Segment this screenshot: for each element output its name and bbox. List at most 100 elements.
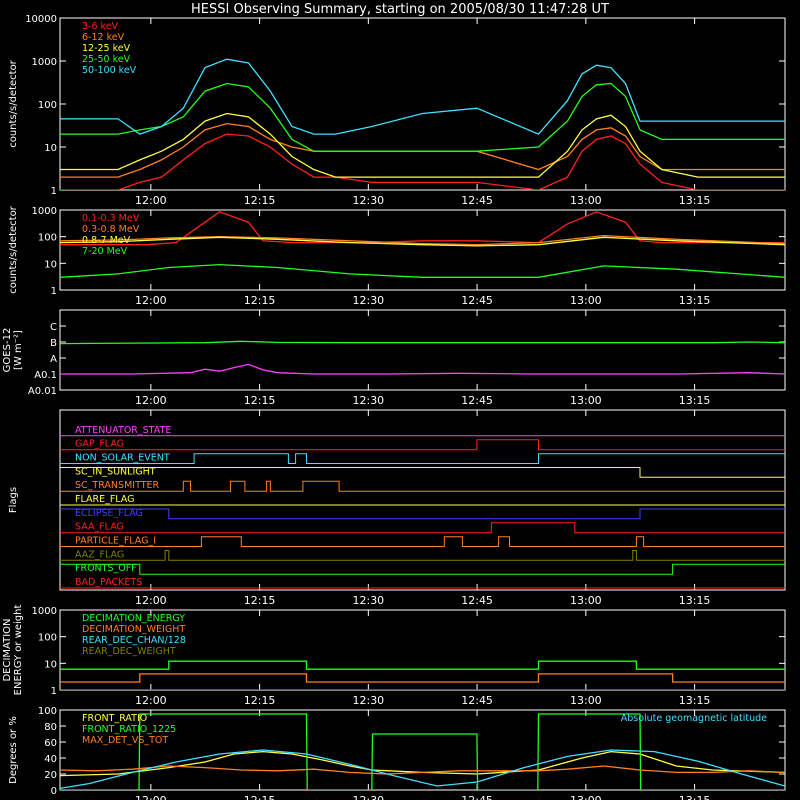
- panel-flags-x-tick-label: 12:30: [352, 594, 384, 607]
- panel-hxr: 12:00 12:15 12:30 12:45 13:00 13:15 1 10 100 1000…: [8, 14, 786, 207]
- flag-label-attenuator-state: ATTENUATOR_STATE: [75, 425, 171, 436]
- legend-decimation-rear-dec-chan-128: REAR_DEC_CHAN/128: [82, 635, 186, 646]
- series-goes-goes-short: [60, 363, 785, 375]
- flag-line-sc-in-sunlight: [60, 467, 785, 478]
- series-ratio-front-ratio-1225: [60, 713, 785, 790]
- panel-goes: 12:00 12:15 12:30 12:45 13:00 13:15 A0.01 A0.1 A…: [2, 309, 786, 407]
- panel-gamma-x-tick-label: 13:00: [570, 294, 602, 307]
- flag-line-gap-flag: [60, 439, 785, 451]
- flag-label-sc-transmitter: SC_TRANSMITTER: [75, 480, 160, 491]
- panel-gamma-y-tick-label: 1: [51, 286, 57, 297]
- series-ratio-geomagnetic-latitude: [60, 749, 785, 790]
- panel-flags-y-label: Flags: [8, 487, 19, 513]
- panel-goes-y-tick-label: A: [50, 354, 57, 365]
- panel-ratio-lines: [60, 713, 785, 790]
- panel-ratio-x-tick-label: 12:30: [352, 794, 384, 800]
- panel-ratio-frame: [59, 709, 786, 791]
- panel-decimation-y-tick-label: 1000: [32, 606, 57, 617]
- legend-hxr-50-100-kev: 50-100 keV: [82, 65, 137, 76]
- panel-flags-x-tick-label: 12:00: [135, 594, 167, 607]
- panel-decimation-x-tick-label: 12:45: [461, 694, 493, 707]
- panel-hxr-x-tick-label: 12:45: [461, 194, 493, 207]
- panel-flags-x-tick-label: 13:15: [679, 594, 711, 607]
- panel-ratio-x-tick-label: 12:45: [461, 794, 493, 800]
- panel-hxr-y-tick-label: 100: [38, 100, 57, 111]
- panel-gamma-y-tick-label: 1000: [32, 206, 57, 217]
- panel-goes-lines: [60, 340, 785, 375]
- flag-label-eclipse-flag: ECLIPSE_FLAG: [75, 508, 143, 519]
- panel-hxr-y-tick-label: 10: [44, 143, 57, 154]
- panel-gamma-frame: [59, 209, 786, 291]
- flag-label-sc-in-sunlight: SC_IN_SUNLIGHT: [75, 466, 156, 477]
- panel-ratio-x-tick-label: 13:15: [679, 794, 711, 800]
- series-decimation-decimation-weight: [60, 673, 785, 683]
- legend-hxr-12-25-kev: 12-25 keV: [82, 43, 131, 54]
- flag-line-particle-flag-i: [60, 536, 785, 547]
- legend-decimation-rear-dec-weight: REAR_DEC_WEIGHT: [82, 646, 176, 657]
- legend-gamma-0-3-0-8-mev: 0.3-0.8 MeV: [82, 224, 140, 235]
- legend-ratio-front-ratio: FRONT_RATIO: [82, 713, 147, 724]
- series-decimation-decimation-energy: [60, 660, 785, 670]
- legend-gamma-7-20-mev: 7-20 MeV: [82, 246, 128, 257]
- panel-goes-y-label: GOES-12: [2, 328, 13, 373]
- legend-hxr-6-12-kev: 6-12 keV: [82, 32, 125, 43]
- panel-ratio-y-tick-label: 20: [44, 770, 57, 781]
- panel-decimation-y-tick-label: 10: [44, 659, 57, 670]
- panel-goes-y-tick-label: A0.1: [34, 370, 57, 381]
- panel-gamma-lines: [60, 211, 785, 278]
- flag-line-non-solar-event: [60, 453, 785, 464]
- flag-label-aaz-flag: AAZ_FLAG: [75, 549, 124, 560]
- panel-flags-frame: [59, 409, 786, 591]
- panel-ratio-y-tick-label: 60: [44, 738, 57, 749]
- legend-ratio-max-det-vs-tot: MAX_DET_VS_TOT: [82, 735, 168, 746]
- panel-hxr-lines: [60, 58, 785, 190]
- panel-ratio-annotation: Absolute geomagnetic latitude: [621, 713, 767, 724]
- panel-decimation-x-tick-label: 13:15: [679, 694, 711, 707]
- series-gamma-0-3-0-8-mev: [60, 234, 785, 246]
- panel-decimation-y-label-2: ENERGY or weight: [13, 605, 24, 696]
- flag-line-eclipse-flag: [60, 508, 785, 520]
- panel-gamma-y-tick-label: 100: [38, 233, 57, 244]
- panel-hxr-y-label: counts/s/detector: [8, 59, 19, 147]
- panel-goes-y-tick-label: A0.01: [28, 386, 57, 397]
- panel-goes-y-tick-label: C: [50, 322, 57, 333]
- flag-label-saa-flag: SAA_FLAG: [75, 522, 124, 533]
- series-hxr-50-100-kev: [60, 58, 785, 135]
- panel-decimation-y-tick-label: 100: [38, 633, 57, 644]
- panel-ratio-x-tick-label: 12:00: [135, 794, 167, 800]
- panel-hxr-y-tick-label: 1: [51, 186, 57, 197]
- legend-decimation-decimation-energy: DECIMATION_ENERGY: [82, 613, 185, 624]
- panel-goes-x-tick-label: 12:15: [244, 394, 276, 407]
- panel-gamma-x-tick-label: 13:15: [679, 294, 711, 307]
- panel-hxr-y-tick-label: 10000: [25, 14, 57, 25]
- panel-gamma-x-tick-label: 12:00: [135, 294, 167, 307]
- panel-goes-x-tick-label: 12:00: [135, 394, 167, 407]
- flag-line-fronts-off: [60, 563, 785, 575]
- flag-label-gap-flag: GAP_FLAG: [75, 439, 124, 450]
- flag-line-saa-flag: [60, 522, 785, 534]
- series-goes-goes-long: [60, 340, 785, 345]
- panel-decimation: 12:00 12:15 12:30 12:45 13:00 13:15 1 10 100 1000…: [2, 605, 786, 707]
- panel-gamma-y-tick-label: 10: [44, 259, 57, 270]
- panel-ratio-y-tick-label: 100: [38, 706, 57, 717]
- figure-title: HESSI Observing Summary, starting on 200…: [191, 2, 609, 17]
- panel-ratio: 12:00 12:15 12:30 12:45 13:00 13:15 0 20 40 60 80 1…: [8, 706, 786, 800]
- panel-ratio-y-label: Degrees or %: [8, 716, 19, 784]
- legend-gamma-0-1-0-3-mev: 0.1-0.3 MeV: [82, 213, 140, 224]
- legend-hxr-25-50-kev: 25-50 keV: [82, 54, 131, 65]
- panel-ratio-y-tick-label: 80: [44, 722, 57, 733]
- panel-hxr-y-tick-label: 1000: [32, 57, 57, 68]
- panel-gamma-y-label: counts/s/detector: [8, 205, 19, 293]
- panel-decimation-y-tick-label: 1: [51, 686, 57, 697]
- panel-flags-x-tick-label: 12:45: [461, 594, 493, 607]
- legend-gamma-0-8-7-mev: 0.8-7 MeV: [82, 235, 131, 246]
- panel-goes-frame: [59, 309, 786, 391]
- panel-flags-x-tick-label: 13:00: [570, 594, 602, 607]
- panel-goes-y-tick-label: B: [50, 338, 57, 349]
- series-gamma-0-8-7-mev: [60, 236, 785, 247]
- flag-label-non-solar-event: NON_SOLAR_EVENT: [75, 453, 170, 464]
- panel-decimation-x-tick-label: 12:15: [244, 694, 276, 707]
- panel-goes-y-label-2: [W m⁻²]: [13, 330, 24, 370]
- panel-flags-x-tick-label: 12:15: [244, 594, 276, 607]
